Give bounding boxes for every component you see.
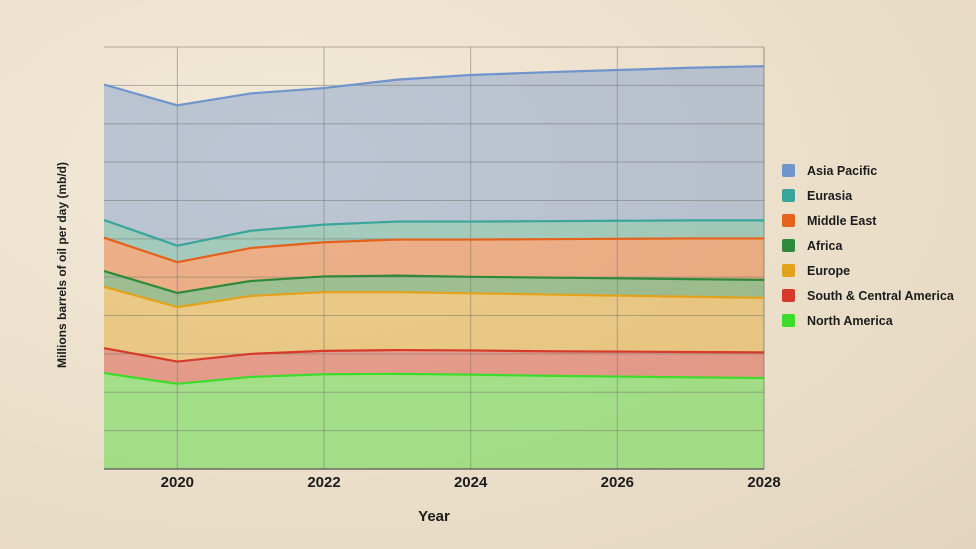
legend-swatch <box>782 189 795 202</box>
legend-item-africa: Africa <box>782 233 954 258</box>
line-middle-east <box>103 236 764 264</box>
legend-label: Europe <box>807 263 851 278</box>
legend-item-middle-east: Middle East <box>782 208 954 233</box>
y-axis-title: Millions barrels of oil per day (mb/d) <box>55 162 69 368</box>
x-tick-label-2022: 2022 <box>307 474 340 491</box>
legend-item-north-america: North America <box>782 308 954 333</box>
line-europe <box>103 285 765 309</box>
line-asia-pacific <box>103 65 765 107</box>
grid-layer <box>104 46 765 470</box>
legend-label: North America <box>807 313 893 328</box>
x-tick-layer: 2020 2022 2024 2026 2028 <box>161 474 781 491</box>
x-tick-label-2024: 2024 <box>454 474 488 491</box>
legend-label: Asia Pacific <box>807 163 878 178</box>
x-tick-label-2028: 2028 <box>747 474 780 491</box>
series-line-layer <box>103 65 765 385</box>
x-axis-title: Year <box>418 508 450 525</box>
legend-swatch <box>782 239 795 252</box>
legend-swatch <box>782 289 795 302</box>
line-north-america <box>103 372 765 385</box>
legend-item-eurasia: Eurasia <box>782 183 954 208</box>
line-south-and-central-america <box>103 347 765 363</box>
legend-item-asia-pacific: Asia Pacific <box>782 158 954 183</box>
legend-item-south-and-central-america: South & Central America <box>782 283 954 308</box>
legend-swatch <box>782 264 795 277</box>
area-layer <box>104 66 764 469</box>
line-eurasia <box>103 218 764 247</box>
legend-label: Eurasia <box>807 188 853 203</box>
legend-item-europe: Europe <box>782 258 954 283</box>
legend-swatch <box>782 214 795 227</box>
area-north-america <box>104 373 764 469</box>
legend-swatch <box>782 164 795 177</box>
x-tick-label-2026: 2026 <box>601 474 634 491</box>
legend-label: Africa <box>807 238 843 253</box>
x-tick-label-2020: 2020 <box>161 474 194 491</box>
line-africa <box>103 269 765 295</box>
legend-label: Middle East <box>807 213 877 228</box>
legend-swatch <box>782 314 795 327</box>
area-eurasia <box>104 220 764 263</box>
legend-label: South & Central America <box>807 288 954 303</box>
legend: Asia Pacific Eurasia Middle East Africa Euro… <box>782 158 954 333</box>
area-asia-pacific <box>104 66 764 246</box>
area-south-and-central-america <box>104 348 764 384</box>
area-europe <box>104 286 764 362</box>
